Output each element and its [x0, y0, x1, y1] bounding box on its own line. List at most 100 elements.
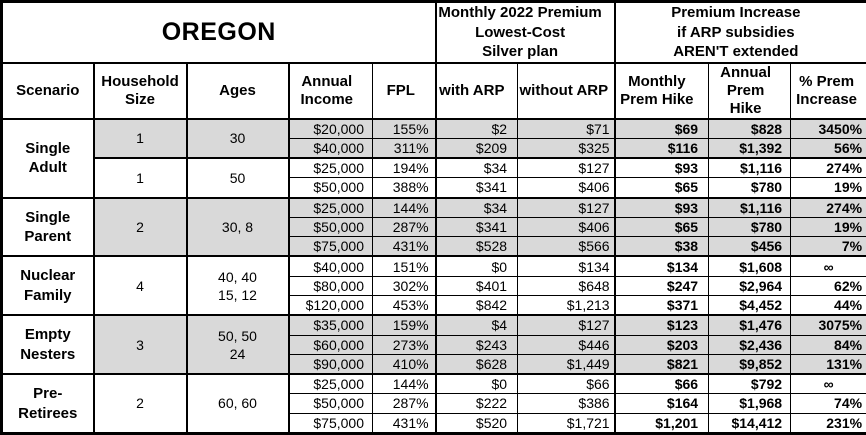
without-arp-cell: $386 [517, 393, 616, 414]
annual-hike-cell: $456 [708, 236, 792, 257]
without-arp-cell: $134 [517, 255, 616, 277]
annual-hike-cell: $9,852 [708, 353, 792, 375]
scenario-cell: Single Parent [1, 196, 94, 257]
table-row: $40,000 311% $209 $325 $116 $1,392 56% [2, 137, 866, 159]
table-row: $50,000 388% $341 $406 $65 $780 19% [2, 177, 866, 199]
col-header-scenario: Scenario [1, 61, 94, 120]
income-cell: $80,000 [287, 275, 373, 297]
annual-hike-cell: $1,968 [708, 393, 792, 414]
household-size-cell: 1 [92, 157, 187, 199]
table-row: Single Adult 1 30 $20,000 155% $2 $71 $69 $828 34… [1, 117, 866, 199]
with-arp-cell: $0 [434, 255, 519, 277]
monthly-hike-cell: $164 [613, 393, 710, 414]
income-cell: $50,000 [287, 177, 373, 199]
annual-hike-cell: $1,116 [708, 157, 792, 179]
table-row: $75,000 431% $520 $1,721 $1,201 $14,412 231% [2, 412, 866, 435]
fpl-cell: 410% [371, 353, 437, 375]
annual-hike-cell: $2,436 [708, 334, 792, 355]
pct-increase-cell: ∞ [790, 373, 866, 395]
table-row: Single Parent 2 30, 8 $25,000 144% $34 $127 $93… [1, 196, 866, 257]
monthly-hike-cell: $203 [613, 334, 710, 355]
table-row: $90,000 410% $628 $1,449 $821 $9,852 131% [2, 353, 866, 375]
monthly-hike-cell: $69 [613, 117, 710, 139]
income-cell: $120,000 [287, 295, 373, 316]
fpl-cell: 144% [371, 373, 437, 395]
without-arp-cell: $127 [517, 314, 616, 336]
income-cell: $90,000 [287, 353, 373, 375]
fpl-cell: 273% [371, 334, 437, 355]
col-header-monthly-prem-hike: Monthly Prem Hike [613, 61, 710, 120]
monthly-hike-cell: $247 [613, 275, 710, 297]
ages-cell: 50, 50 24 [185, 314, 289, 375]
table-row: $75,000 431% $528 $566 $38 $456 7% [2, 236, 866, 257]
monthly-hike-cell: $371 [613, 295, 710, 316]
with-arp-cell: $2 [434, 117, 519, 139]
col-header-ages: Ages [185, 61, 289, 120]
income-cell: $50,000 [287, 216, 373, 238]
with-arp-cell: $401 [434, 275, 519, 297]
ages-cell: 50 [185, 157, 289, 199]
without-arp-cell: $1,721 [517, 412, 616, 435]
state-title: OREGON [0, 1, 437, 63]
col-header-annual-income: Annual Income [287, 61, 373, 120]
with-arp-cell: $243 [434, 334, 519, 355]
without-arp-cell: $127 [517, 196, 616, 218]
fpl-cell: 388% [371, 177, 437, 199]
table-row: $50,000 287% $222 $386 $164 $1,968 74% [2, 393, 866, 414]
table-row: Empty Nesters 3 50, 50 24 $35,000 159% $4 $127… [1, 314, 866, 375]
table-row: $60,000 273% $243 $446 $203 $2,436 84% [2, 334, 866, 355]
pct-increase-cell: 274% [790, 196, 866, 218]
monthly-hike-cell: $66 [613, 373, 710, 395]
ages-cell: 30 [185, 117, 289, 159]
pct-increase-cell: 62% [790, 275, 866, 297]
income-cell: $25,000 [287, 373, 373, 395]
income-cell: $60,000 [287, 334, 373, 355]
ages-cell: 40, 40 15, 12 [185, 255, 289, 316]
without-arp-cell: $406 [517, 216, 616, 238]
income-cell: $25,000 [287, 157, 373, 179]
income-cell: $35,000 [287, 314, 373, 336]
without-arp-cell: $127 [517, 157, 616, 179]
scenario-cell: Single Adult [1, 117, 94, 199]
annual-hike-cell: $2,964 [708, 275, 792, 297]
ages-cell: 30, 8 [185, 196, 289, 257]
annual-hike-cell: $14,412 [708, 412, 792, 435]
column-header-row: Scenario Household Size Ages Annual Inco… [1, 61, 866, 120]
monthly-hike-cell: $38 [613, 236, 710, 257]
col-header-fpl: FPL [371, 61, 437, 120]
table-header: OREGON Monthly 2022 Premium Lowest-Cost … [0, 1, 866, 120]
table-row: $80,000 302% $401 $648 $247 $2,964 62% [2, 275, 866, 297]
table-row: $50,000 287% $341 $406 $65 $780 19% [2, 216, 866, 238]
premium-group-header: Monthly 2022 Premium Lowest-Cost Silver … [434, 1, 616, 63]
household-size-cell: 4 [92, 255, 187, 316]
scenario-cell: Empty Nesters [1, 314, 94, 375]
annual-hike-cell: $792 [708, 373, 792, 395]
without-arp-cell: $648 [517, 275, 616, 297]
pct-increase-cell: 19% [790, 216, 866, 238]
with-arp-cell: $341 [434, 177, 519, 199]
monthly-hike-cell: $93 [613, 196, 710, 218]
pct-increase-cell: 44% [790, 295, 866, 316]
col-header-pct-prem-increase: % Prem Increase [790, 61, 866, 120]
household-size-cell: 1 [92, 117, 187, 159]
with-arp-cell: $209 [434, 137, 519, 159]
table-row: Nuclear Family 4 40, 40 15, 12 $40,000 151% $… [1, 255, 866, 316]
income-cell: $20,000 [287, 117, 373, 139]
fpl-cell: 151% [371, 255, 437, 277]
title-row: OREGON Monthly 2022 Premium Lowest-Cost … [0, 1, 866, 63]
fpl-cell: 287% [371, 216, 437, 238]
annual-hike-cell: $828 [708, 117, 792, 139]
fpl-cell: 144% [371, 196, 437, 218]
annual-hike-cell: $4,452 [708, 295, 792, 316]
table-row: Pre- Retirees 2 60, 60 $25,000 144% $0 $66 $66 $… [1, 373, 866, 435]
with-arp-cell: $842 [434, 295, 519, 316]
fpl-cell: 159% [371, 314, 437, 336]
col-header-household-size: Household Size [92, 61, 187, 120]
fpl-cell: 453% [371, 295, 437, 316]
annual-hike-cell: $780 [708, 177, 792, 199]
with-arp-cell: $34 [434, 196, 519, 218]
income-cell: $40,000 [287, 255, 373, 277]
table-body: Single Adult 1 30 $20,000 155% $2 $71 $69 $828 34… [1, 117, 866, 435]
annual-hike-cell: $780 [708, 216, 792, 238]
